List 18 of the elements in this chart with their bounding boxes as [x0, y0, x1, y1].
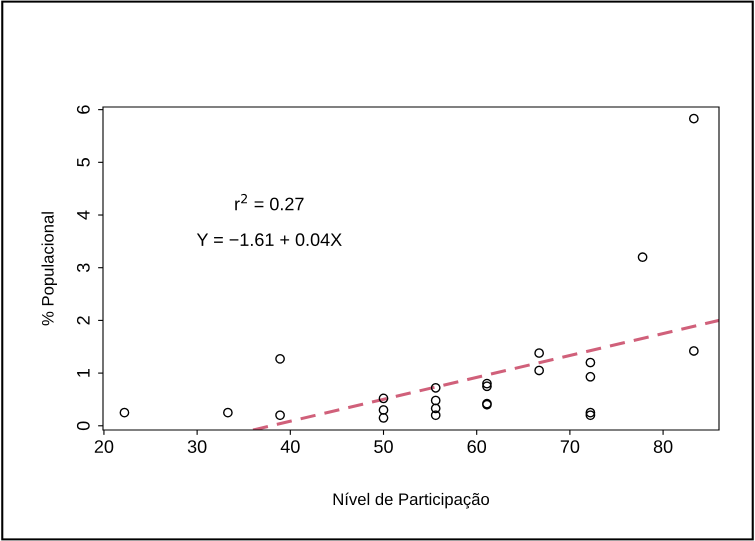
- x-tick-label: 30: [188, 440, 206, 453]
- y-tick-label: 3: [76, 263, 90, 272]
- x-axis-title: Nível de Participação: [334, 492, 490, 508]
- y-axis-title: % Populacional: [41, 212, 57, 326]
- y-tick-label: 0: [76, 421, 90, 430]
- y-tick-label: 1: [77, 368, 90, 377]
- annotation: Y = −1.61 + 0.04X: [196, 233, 342, 246]
- y-tick-label: 5: [77, 158, 90, 167]
- y-tick-label: 2: [76, 316, 90, 325]
- x-tick-label: 80: [654, 440, 672, 453]
- annotation: r$^{2}$ = 0.27: [235, 194, 304, 210]
- x-tick-label: 50: [374, 440, 393, 453]
- y-tick-label: 6: [76, 105, 90, 114]
- x-tick-label: 40: [280, 440, 300, 453]
- y-tick-label: 4: [77, 210, 90, 220]
- x-tick-label: 20: [94, 440, 114, 453]
- x-tick-label: 70: [560, 440, 580, 453]
- x-tick-label: 60: [468, 440, 486, 453]
